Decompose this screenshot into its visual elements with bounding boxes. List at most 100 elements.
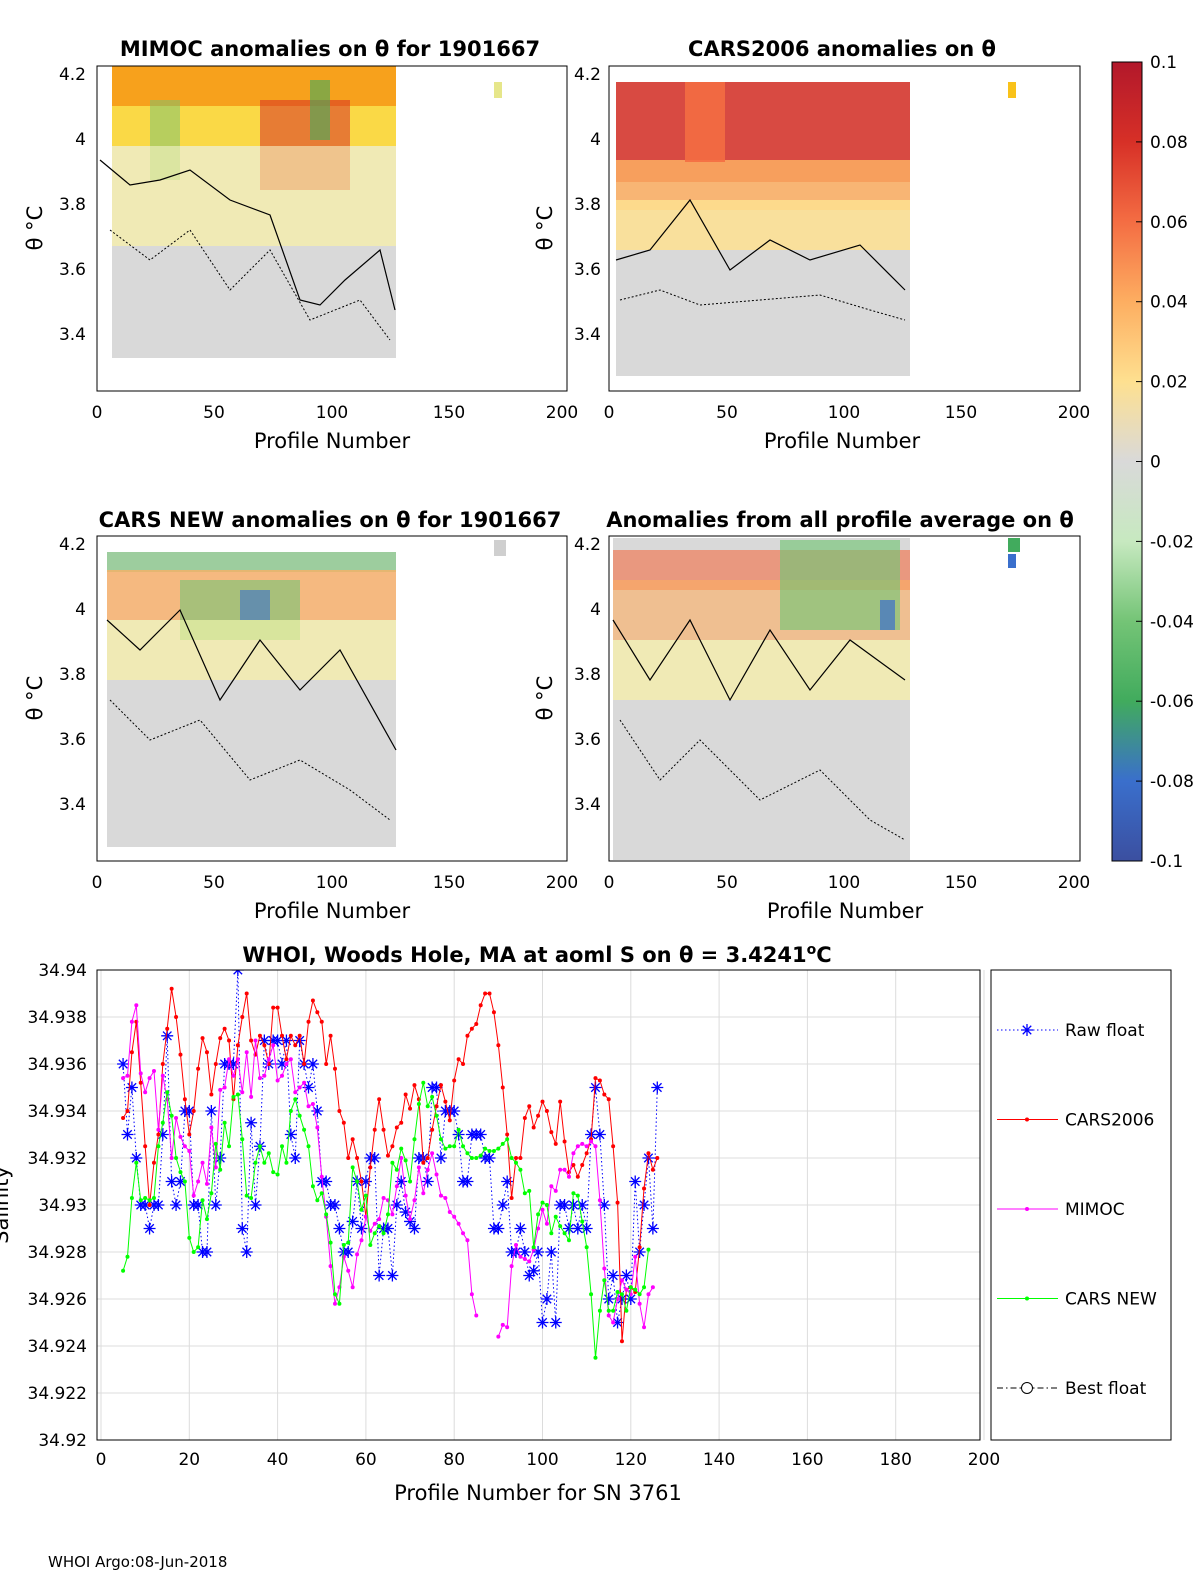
data-point (165, 1090, 170, 1095)
data-point (328, 1264, 333, 1269)
data-point (553, 1214, 558, 1219)
data-point (324, 1062, 329, 1066)
y-tick-label: 3.4 (59, 325, 86, 345)
data-point (284, 1057, 289, 1062)
data-point (170, 1199, 183, 1211)
data-point (597, 1308, 602, 1313)
data-point (434, 1172, 439, 1177)
data-point (408, 1179, 413, 1184)
data-point (284, 1062, 289, 1066)
data-point (606, 1313, 611, 1318)
data-point (549, 1184, 554, 1189)
x-tick-label: 60 (355, 1450, 377, 1470)
data-point (381, 1127, 386, 1132)
data-point (522, 1257, 527, 1262)
data-point (235, 1057, 240, 1062)
data-point (646, 1151, 651, 1156)
data-point (134, 1160, 139, 1165)
y-tick-label: 4 (590, 600, 601, 620)
data-point (169, 1113, 174, 1118)
panel-title: CARS NEW anomalies on θ for 1901667 (99, 508, 562, 532)
data-point (332, 1292, 337, 1297)
y-tick-label: 3.8 (59, 665, 86, 685)
data-point (500, 1141, 505, 1146)
data-point (129, 1050, 134, 1055)
data-point (214, 1152, 227, 1164)
x-tick-label: 50 (716, 403, 738, 423)
data-point (589, 1292, 594, 1297)
data-point (589, 1081, 602, 1094)
data-point (293, 1097, 298, 1102)
data-point (580, 1163, 585, 1168)
data-point (227, 1144, 232, 1149)
y-ticks: 34.94 34.938 34.936 34.934 34.932 34.93 34.928… (28, 961, 87, 1451)
data-point (593, 1076, 598, 1081)
y-tick-label: 4.2 (574, 535, 601, 555)
data-point (240, 1137, 245, 1142)
y-tick-label: 34.926 (28, 1290, 87, 1310)
data-point (192, 1199, 205, 1211)
data-point (293, 1090, 298, 1095)
data-point (447, 1210, 452, 1215)
data-point (182, 1179, 187, 1184)
data-point (395, 1175, 408, 1188)
data-point (474, 1156, 479, 1160)
data-point (218, 1087, 223, 1092)
data-point (602, 1266, 607, 1271)
y-tick-label: 4 (590, 130, 601, 150)
data-point (236, 1222, 249, 1235)
panel-title: MIMOC anomalies on θ for 1901667 (120, 37, 540, 61)
data-point (593, 1128, 606, 1141)
data-point (518, 1254, 523, 1259)
contour-line-dotted (109, 699, 391, 821)
contour-line (106, 608, 397, 751)
data-point (430, 1127, 435, 1132)
data-point (125, 1073, 130, 1078)
chart-title: WHOI, Woods Hole, MA at aoml S on θ = 3.… (242, 942, 831, 967)
data-point (311, 1105, 324, 1117)
heatmap-area (106, 540, 506, 847)
data-point (151, 1160, 156, 1165)
data-point (430, 1151, 435, 1156)
data-point (151, 1195, 156, 1200)
legend-item: Best float (997, 1379, 1147, 1399)
x-tick-label: 50 (716, 873, 738, 893)
data-point (213, 1062, 218, 1066)
contour-line (612, 618, 906, 702)
colorbar-label: 0.1 (1150, 53, 1177, 73)
data-point (231, 1094, 236, 1099)
x-axis-label: Profile Number for SN 3761 (394, 1481, 682, 1505)
y-tick-label: 3.4 (574, 325, 601, 345)
data-point (606, 1308, 611, 1313)
data-point (638, 1199, 651, 1211)
data-point (580, 1222, 593, 1235)
data-point (646, 1247, 651, 1252)
data-point (606, 1097, 611, 1102)
data-point (363, 1193, 368, 1198)
data-point (474, 1313, 479, 1318)
data-point (319, 1191, 324, 1196)
panel-mimoc: MIMOC anomalies on θ for 1901667 4.2 4 3… (23, 37, 578, 453)
data-point (125, 1254, 130, 1259)
data-point (611, 1144, 616, 1149)
data-point (200, 1198, 205, 1203)
data-point (558, 1224, 563, 1229)
data-point (138, 1071, 143, 1076)
data-point (624, 1293, 637, 1305)
data-point (306, 1104, 311, 1109)
data-point (187, 1235, 192, 1240)
data-point (500, 1322, 505, 1327)
axes-box (608, 65, 1081, 392)
data-point (381, 1195, 386, 1200)
data-point (620, 1269, 633, 1282)
anomaly-isolated-cell (1008, 82, 1016, 98)
data-point (509, 1156, 514, 1160)
series-cars2006 (121, 986, 660, 1344)
data-point (491, 1010, 496, 1015)
data-point (469, 1292, 474, 1297)
data-point (536, 1226, 541, 1231)
y-axis-label: θ °C (23, 676, 47, 721)
data-point (332, 1301, 337, 1306)
data-point (359, 1207, 364, 1212)
panel-title: CARS2006 anomalies on θ (688, 37, 996, 61)
